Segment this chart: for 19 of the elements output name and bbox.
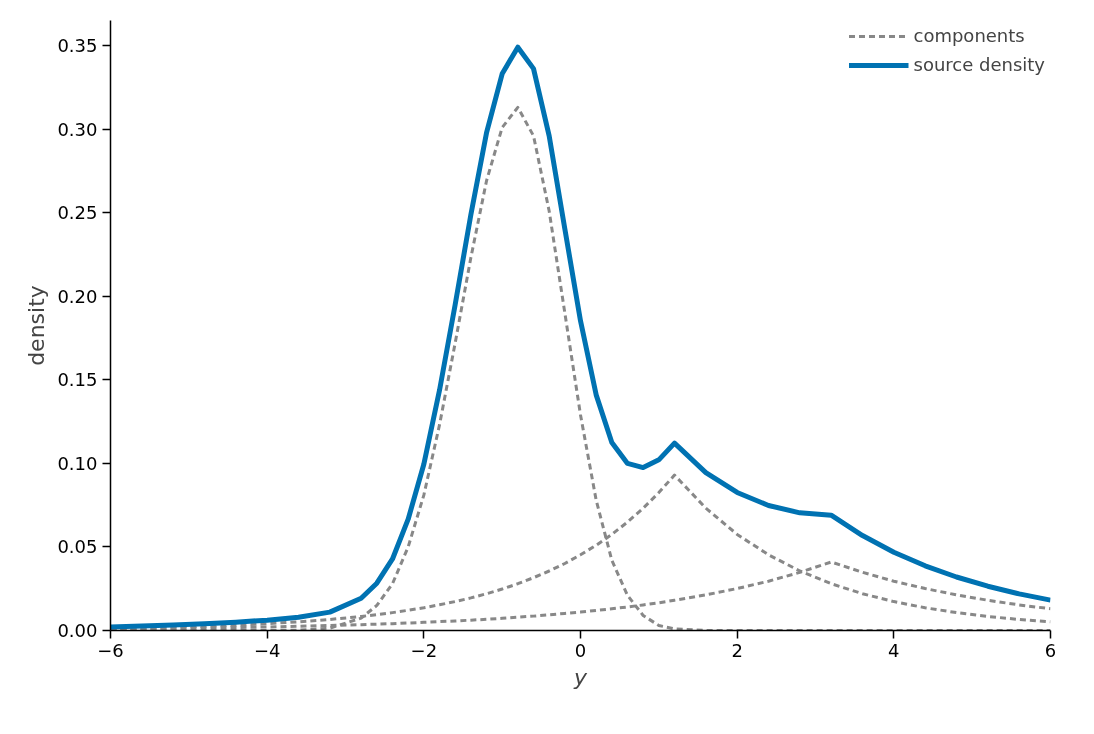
- x-tick-label: −2: [410, 639, 438, 661]
- x-tick-label: 6: [1044, 639, 1057, 661]
- x-tick-label: −6: [97, 639, 124, 661]
- y-tick-label: 0.20: [57, 285, 98, 307]
- legend-label: source density: [913, 54, 1045, 75]
- y-tick-label: 0.30: [57, 118, 98, 140]
- y-tick-label: 0.15: [57, 369, 98, 391]
- x-tick-label: 4: [888, 639, 900, 661]
- y-tick-label: 0.10: [57, 452, 98, 474]
- x-tick-label: −4: [253, 639, 281, 661]
- x-tick-label: 0: [574, 639, 587, 661]
- legend-label: components: [913, 25, 1025, 46]
- y-tick-label: 0.25: [57, 202, 98, 224]
- x-axis-title: y: [572, 664, 588, 690]
- y-tick-label: 0.35: [57, 35, 98, 57]
- y-tick-label: 0.00: [57, 620, 98, 641]
- y-tick-label: 0.05: [57, 536, 98, 558]
- y-axis-title: density: [24, 285, 50, 366]
- x-tick-label: 2: [731, 639, 743, 661]
